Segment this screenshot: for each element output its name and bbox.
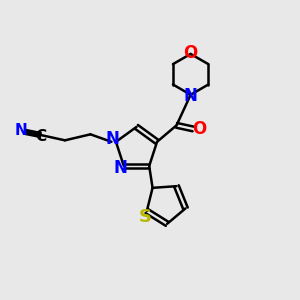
Text: O: O [184, 44, 198, 62]
Text: N: N [184, 87, 198, 105]
Text: N: N [105, 130, 119, 148]
Text: C: C [35, 129, 46, 144]
Text: S: S [139, 208, 152, 226]
Text: N: N [113, 159, 127, 177]
Text: O: O [192, 120, 206, 138]
Text: N: N [15, 123, 28, 138]
